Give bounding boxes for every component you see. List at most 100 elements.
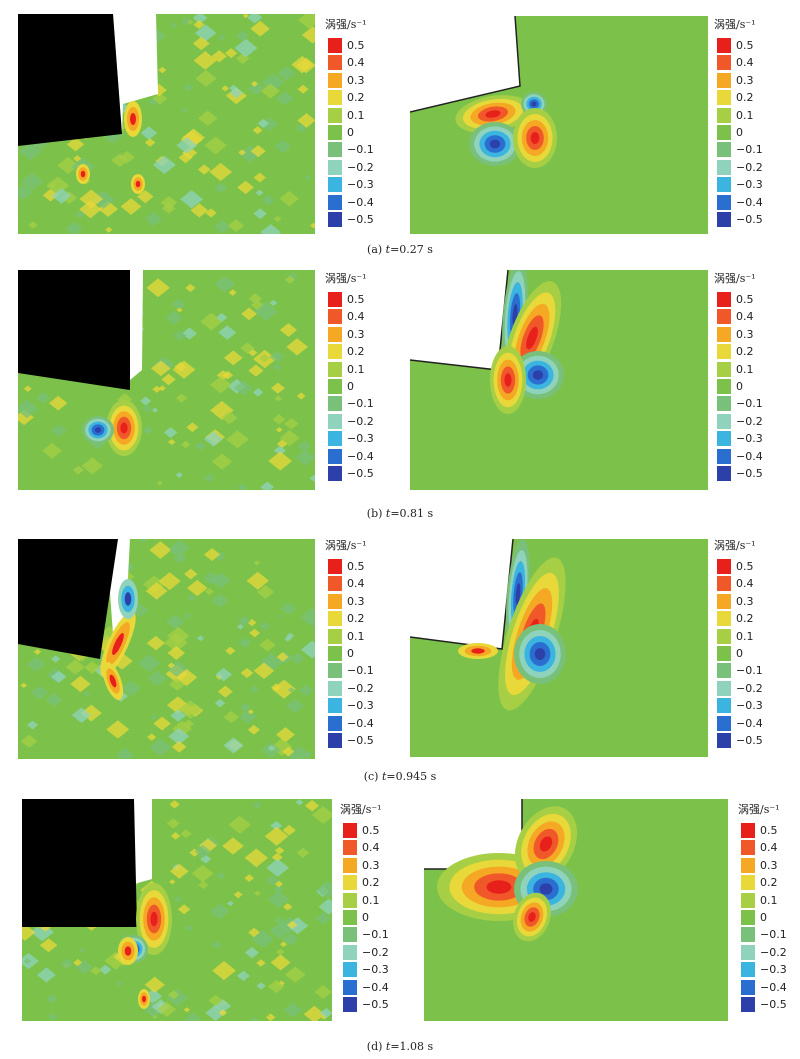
field-speckle	[151, 360, 171, 377]
colorbar-tick-label: −0.4	[760, 980, 787, 994]
colorbar-swatch	[717, 72, 731, 88]
caption-d-var: t	[385, 1040, 391, 1053]
field-speckle	[276, 91, 294, 106]
colorbar-swatch	[741, 927, 755, 943]
field-speckle	[65, 221, 83, 234]
field-speckle	[203, 473, 215, 483]
colorbar-swatch	[717, 559, 731, 574]
field-speckle	[120, 198, 142, 215]
field-speckle	[90, 966, 102, 976]
field-speckle	[187, 579, 208, 597]
vortex-contour	[124, 592, 132, 606]
vortex-contour	[539, 883, 553, 895]
colorbar-tick-label: 0	[760, 911, 767, 924]
colorbar-tick-label: −0.2	[736, 414, 763, 428]
caption-c-prefix: (c)	[363, 770, 382, 783]
caption-a-value: =0.27 s	[390, 243, 433, 256]
field-speckle	[279, 190, 299, 207]
field-speckle	[169, 879, 176, 885]
field-speckle	[184, 568, 198, 580]
colorbar-tick-label: −0.5	[362, 998, 389, 1011]
colorbar-swatch	[328, 663, 342, 679]
colorbar-swatch	[717, 194, 731, 210]
field-speckle	[309, 474, 315, 482]
colorbar-title: 涡强/s⁻¹	[714, 272, 756, 285]
field-speckle	[46, 994, 58, 1004]
solid-body	[18, 539, 118, 659]
field-speckle	[265, 1013, 276, 1021]
colorbar-tick-label: 0.4	[736, 310, 754, 324]
field-speckle	[253, 662, 275, 679]
colorbar-swatch	[741, 944, 755, 960]
colorbar-swatch	[343, 857, 357, 873]
field-speckle	[248, 927, 261, 938]
colorbar-right-c: 涡强/s⁻¹ 0.5 0.4 0.3 0.2 0.1 0 −0.1 −0.2 −0.3 −0.4 −0…	[714, 537, 794, 757]
field-speckle	[273, 445, 286, 456]
field-speckle	[261, 73, 285, 92]
caption-d-value: =1.08 s	[390, 1040, 434, 1053]
colorbar-left-d: 涡强/s⁻¹ 0.5 0.4 0.3 0.2 0.1 0 −0.1 −0.2 −0.3 −0.4 −0…	[340, 801, 420, 1026]
field-speckle	[227, 219, 245, 233]
colorbar-swatch	[717, 326, 731, 342]
field-speckle	[254, 890, 261, 896]
field-speckle	[20, 682, 28, 689]
field-speckle	[80, 704, 102, 722]
caption-b: (b) t=0.81 s	[0, 507, 800, 520]
field-speckle	[196, 635, 205, 642]
plot-right-a	[410, 16, 708, 234]
field-speckle	[267, 890, 290, 909]
white-region	[424, 799, 522, 869]
colorbar-swatch	[328, 72, 342, 88]
field-speckle	[39, 938, 58, 953]
colorbar-tick-label: −0.1	[736, 143, 763, 157]
field-speckle	[66, 137, 85, 152]
colorbar-swatch	[717, 646, 731, 661]
field-speckle	[284, 635, 292, 642]
field-speckle	[65, 659, 85, 675]
field-speckle	[169, 800, 180, 809]
colorbar-tick-label: 0.4	[347, 577, 365, 591]
colorbar-swatch	[717, 576, 731, 592]
plot-right-d	[424, 799, 728, 1021]
field-speckle	[170, 22, 178, 29]
panel-a: 涡强/s⁻¹ 0.5 0.4 0.3 0.2 0.1 0 −0.1 −0.2 −0.3 −0.4 −0…	[0, 0, 800, 262]
colorbar-swatch	[328, 142, 342, 158]
colorbar-swatch	[343, 910, 357, 925]
vortex-contour	[531, 101, 537, 107]
field-speckle	[157, 1001, 177, 1017]
field-speckle	[106, 720, 130, 739]
field-speckle	[249, 685, 259, 693]
field-speckle	[203, 431, 224, 447]
colorbar-tick-label: 0.3	[347, 327, 365, 341]
colorbar-tick-label: −0.5	[347, 734, 374, 747]
colorbar-swatch	[328, 593, 342, 609]
vortex-contour	[486, 880, 512, 894]
vortex-contour	[112, 633, 124, 655]
field-speckle	[51, 188, 72, 204]
colorbar-tick-label: 0	[347, 647, 354, 660]
field-speckle	[255, 189, 264, 196]
field-speckle	[233, 380, 253, 396]
field-speckle	[318, 898, 332, 915]
field-speckle	[253, 208, 267, 219]
colorbar-tick-label: −0.3	[347, 699, 374, 713]
field-speckle	[266, 875, 279, 886]
colorbar-tick-label: 0.1	[347, 629, 365, 643]
field-speckle	[98, 201, 119, 217]
field-speckle	[276, 652, 289, 662]
colorbar-swatch	[328, 344, 342, 360]
wall-outline	[410, 16, 521, 113]
field-speckle	[83, 691, 91, 698]
field-speckle	[172, 720, 192, 737]
field-speckle	[295, 123, 307, 133]
colorbar-swatch	[328, 559, 342, 574]
field-speckle	[222, 370, 234, 380]
field-speckle	[211, 50, 227, 63]
colorbar-swatch	[328, 177, 342, 193]
caption-d: (d) t=1.08 s	[0, 1040, 800, 1053]
field-speckle	[238, 637, 252, 649]
colorbar-tick-label: 0	[347, 380, 354, 393]
field-speckle	[221, 411, 238, 425]
field-speckle	[51, 670, 67, 684]
field-speckle	[296, 392, 306, 400]
